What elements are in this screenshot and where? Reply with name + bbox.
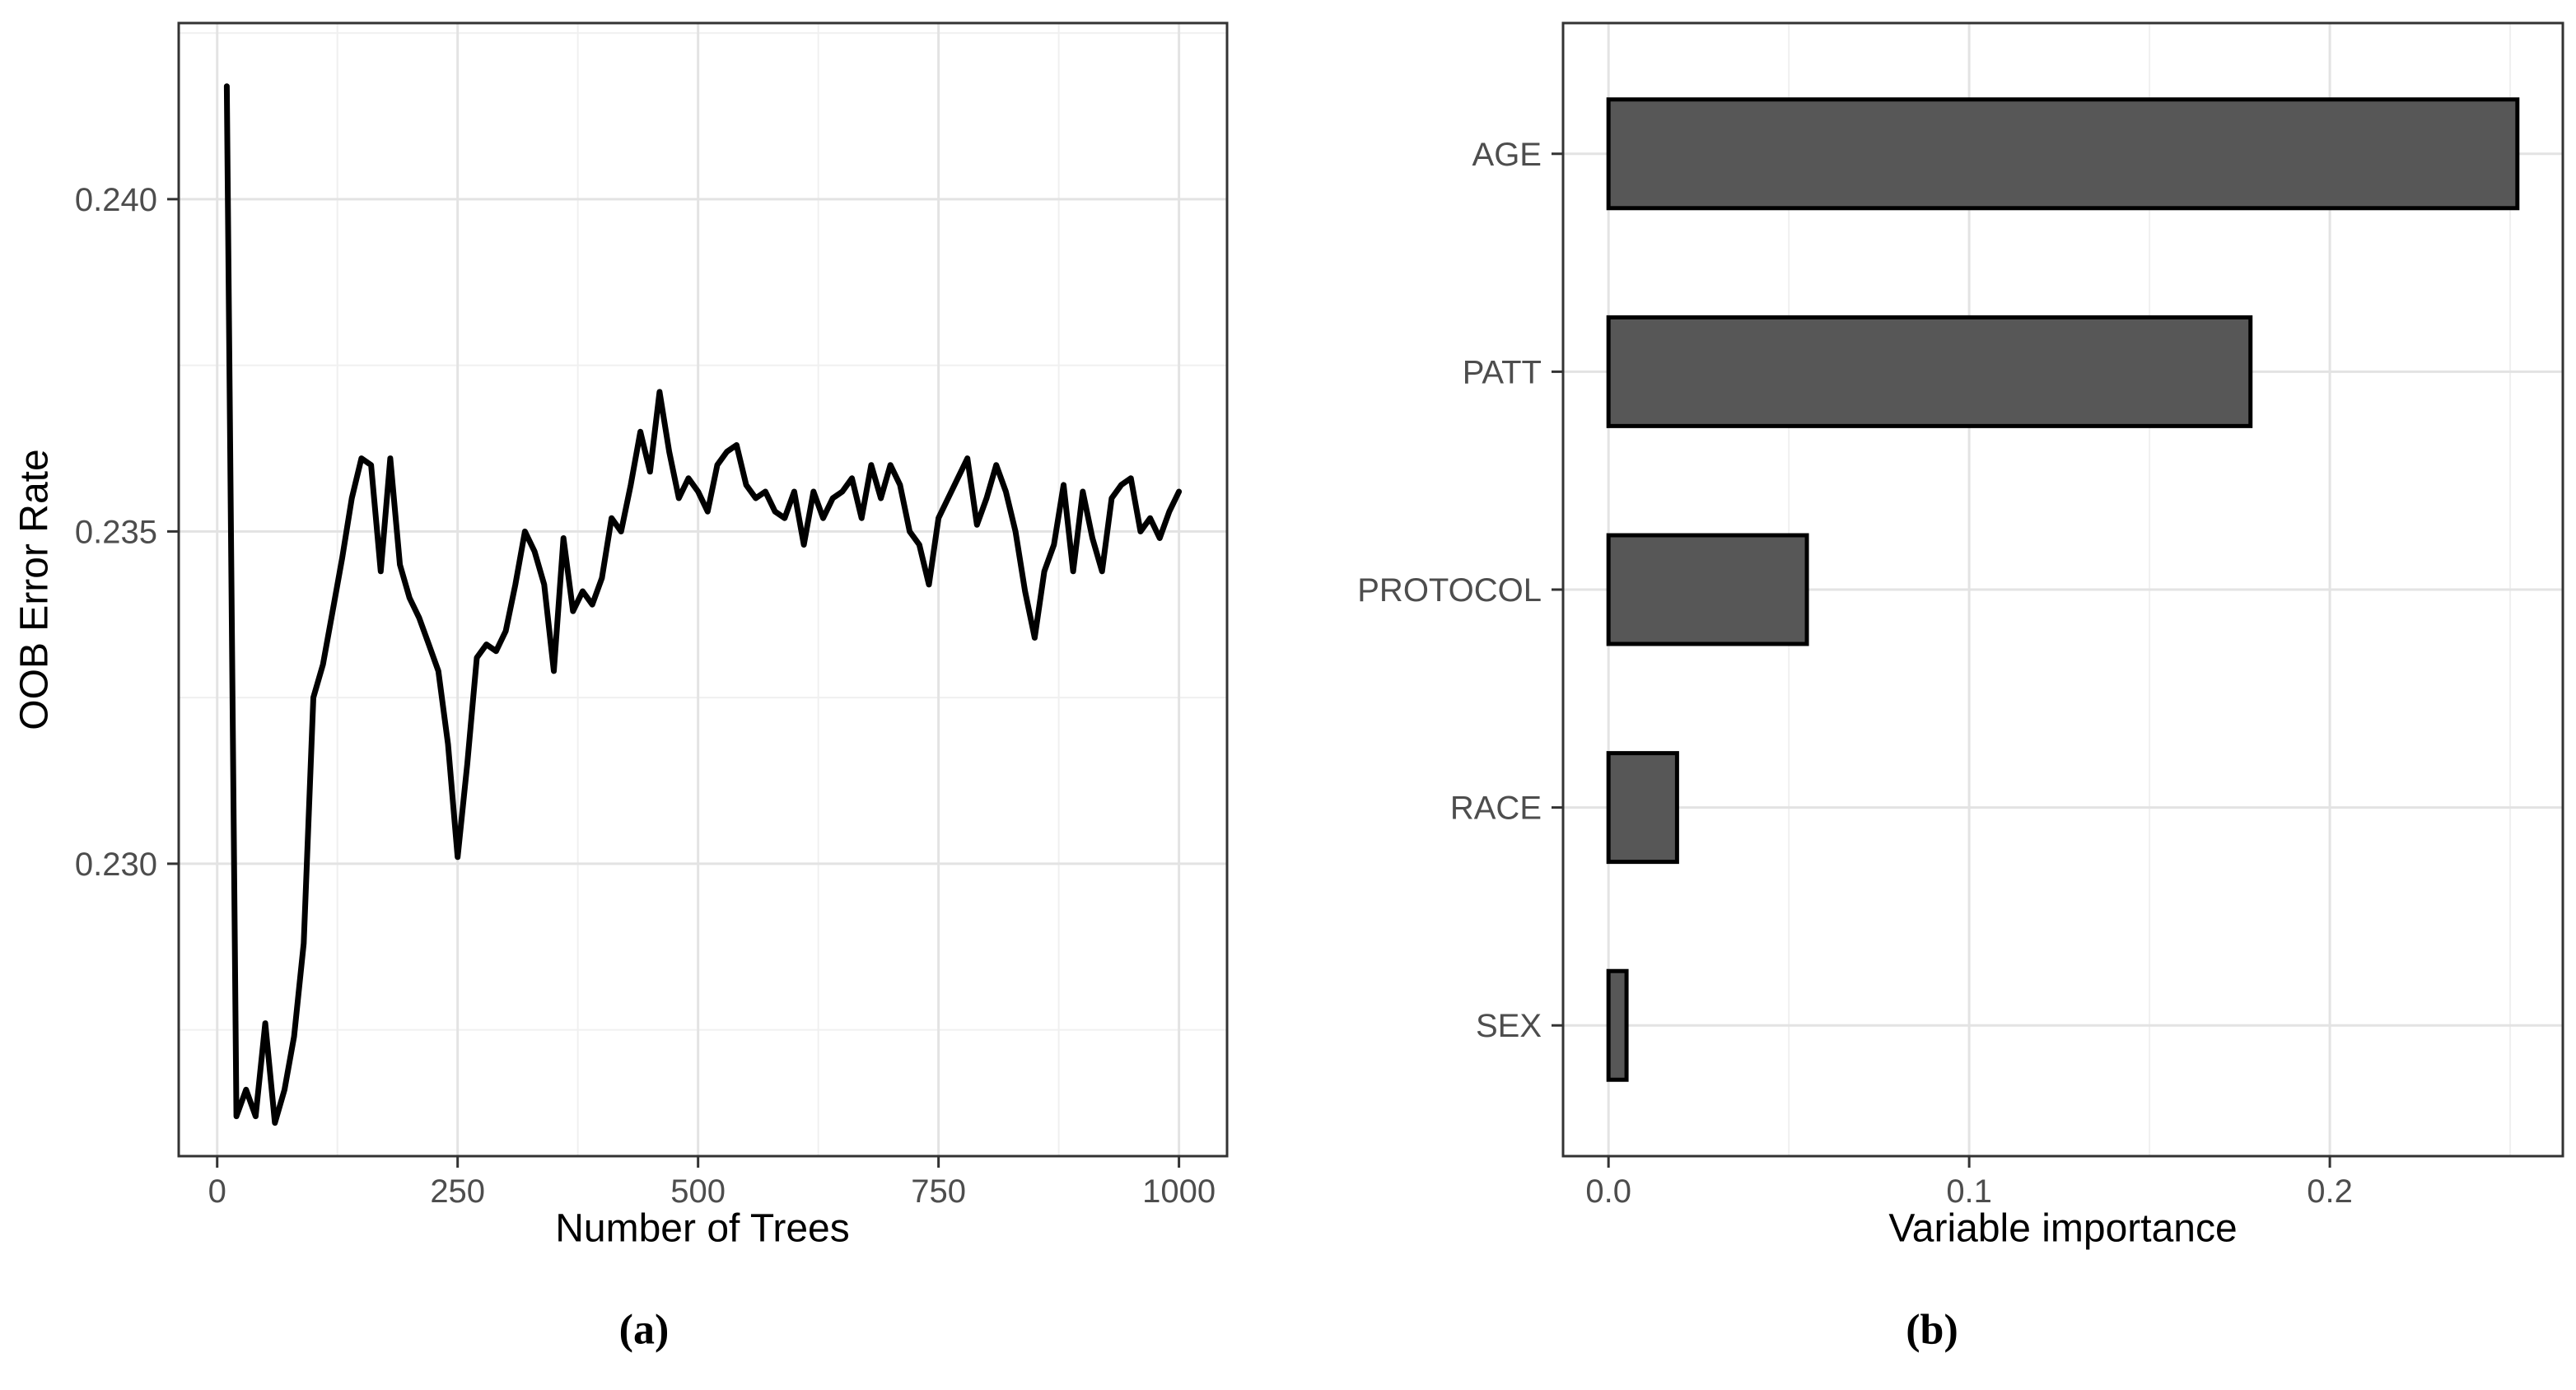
- x-tick-label: 1000: [1142, 1173, 1216, 1210]
- category-label: AGE: [1472, 137, 1542, 173]
- x-tick-label: 0.1: [1946, 1173, 1992, 1210]
- y-tick-label: 0.230: [75, 847, 157, 883]
- x-tick-label: 0: [208, 1173, 226, 1210]
- x-tick-label: 250: [430, 1173, 485, 1210]
- x-tick-label: 750: [911, 1173, 966, 1210]
- category-label: PATT: [1463, 354, 1542, 390]
- category-label: SEX: [1476, 1008, 1542, 1044]
- x-axis-title-panel-a: Number of Trees: [555, 1206, 850, 1251]
- oob-error-line: [223, 83, 1183, 1126]
- bar-age: [1606, 97, 2520, 211]
- panel-b-caption: (b): [1906, 1306, 1958, 1354]
- category-label: RACE: [1450, 791, 1542, 827]
- y-axis-title-panel-a: OOB Error Rate: [12, 449, 57, 730]
- panel-border: [177, 21, 1229, 1158]
- oob-error-line-chart: 0 250 500 750 1000 0.230 0.235 0.240: [75, 21, 1229, 1210]
- x-axis-title-panel-b: Variable importance: [1888, 1206, 2238, 1251]
- bar-sex: [1606, 968, 1629, 1082]
- x-tick-label: 0.0: [1585, 1173, 1631, 1210]
- variable-importance-bar-chart: 0.0 0.1 0.2 AGE PATT PROTOCOL RACE SEX: [1357, 21, 2564, 1210]
- y-tick-label: 0.240: [75, 182, 157, 218]
- category-label: PROTOCOL: [1357, 572, 1542, 609]
- bar-protocol: [1606, 533, 1809, 646]
- bar-race: [1606, 751, 1679, 865]
- x-tick-label: 0.2: [2307, 1173, 2353, 1210]
- y-tick-label: 0.235: [75, 514, 157, 550]
- x-tick-label: 500: [670, 1173, 726, 1210]
- panel-a-caption: (a): [618, 1306, 670, 1354]
- bar-patt: [1606, 315, 2253, 428]
